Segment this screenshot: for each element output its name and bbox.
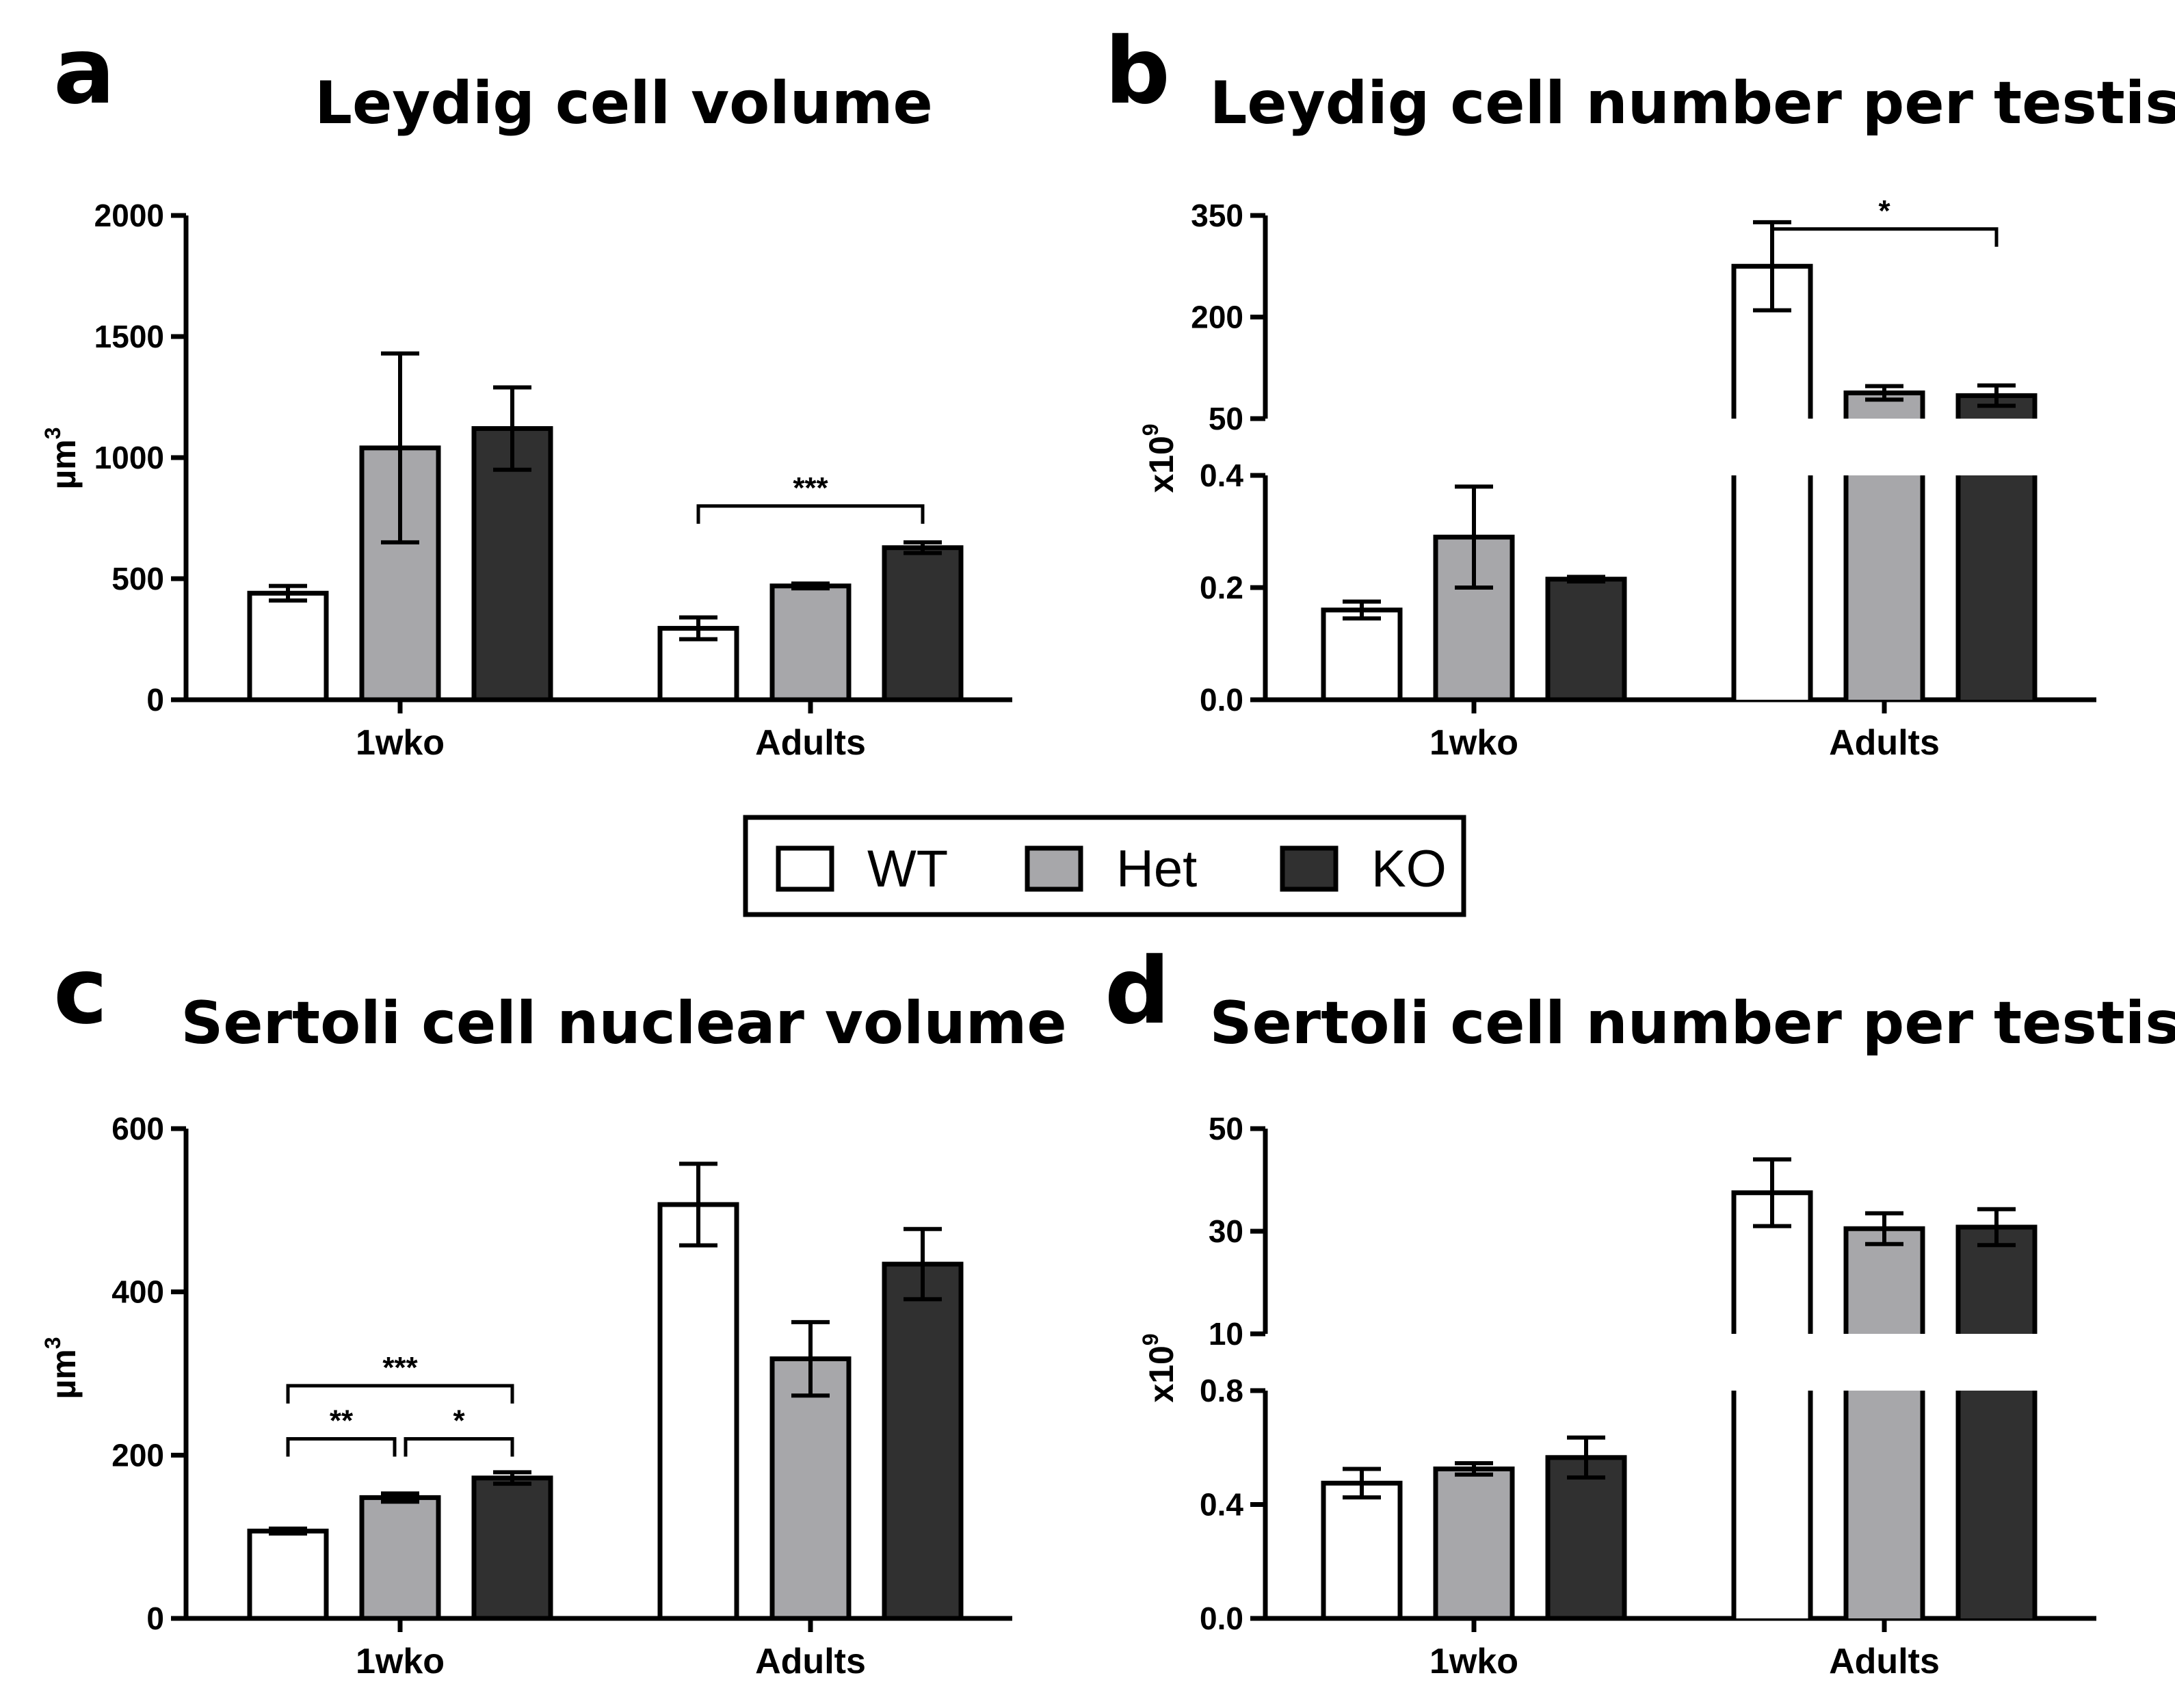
y-axis-label-superscript: 3 xyxy=(40,1337,65,1349)
y-axis-label: x109 xyxy=(1138,423,1181,492)
significance-bracket xyxy=(286,1436,397,1457)
y-axis-label-superscript: 9 xyxy=(1138,1333,1163,1345)
y-tick-label: 0.0 xyxy=(1200,682,1243,718)
chart-title: Sertoli cell number per testis xyxy=(1210,989,2175,1057)
bar-ko-1wko xyxy=(1545,1455,1627,1621)
chart-title: Leydig cell number per testis xyxy=(1210,69,2175,137)
x-tick-label: Adults xyxy=(755,1642,866,1681)
y-tick-label: 50 xyxy=(1209,401,1243,436)
bar-wt-adults xyxy=(657,1202,739,1621)
y-tick-label: 30 xyxy=(1209,1213,1243,1249)
significance-label: *** xyxy=(382,1351,418,1384)
significance-bracket xyxy=(696,504,925,524)
bar-het-adults-upper xyxy=(1846,1229,1923,1334)
legend-box xyxy=(743,815,1466,917)
y-axis-label: µm3 xyxy=(40,427,83,489)
y-tick-label: 350 xyxy=(1191,198,1243,233)
significance-label: * xyxy=(453,1404,465,1437)
y-axis-label-text: x10 xyxy=(1142,1345,1181,1402)
panel-letter-c: c xyxy=(53,938,107,1044)
chart-panel-d: Sertoli cell number per testis x109 1wko Ad… xyxy=(1138,989,2175,1681)
y-tick-label: 0.4 xyxy=(1200,458,1243,493)
bar-wt-adults-lower xyxy=(1734,475,1810,700)
y-tick-label: 0.4 xyxy=(1200,1487,1243,1523)
y-tick-label: 0 xyxy=(146,682,164,718)
y-tick-label: 10 xyxy=(1209,1316,1243,1352)
chart-panel-a: Leydig cell volume µm3 1wko Adults 0 500 1000 1… xyxy=(40,69,1012,763)
bar-ko-adults-lower xyxy=(1958,475,2035,700)
significance-bracket xyxy=(286,1384,514,1404)
y-tick-label: 200 xyxy=(1191,300,1243,335)
y-tick-label: 0.8 xyxy=(1200,1373,1243,1408)
bar-het-adults-lower xyxy=(1846,1391,1923,1618)
y-tick-label: 0.2 xyxy=(1200,570,1243,605)
y-axis-label: µm3 xyxy=(40,1337,83,1399)
legend-label-wt: WT xyxy=(867,840,948,898)
x-tick-label: Adults xyxy=(1829,1642,1940,1681)
bar-ko-adults xyxy=(882,545,964,702)
legend-swatch-het xyxy=(1025,845,1083,892)
significance-label: * xyxy=(1878,194,1890,228)
bar-het-1wko xyxy=(359,1495,441,1621)
x-tick-label: Adults xyxy=(755,723,866,763)
x-tick-label: Adults xyxy=(1829,723,1940,763)
x-tick-label: 1wko xyxy=(1429,723,1518,763)
bar-wt-adults-lower xyxy=(1734,1391,1810,1618)
y-tick-label: 1500 xyxy=(94,319,164,354)
x-tick-label: 1wko xyxy=(356,723,445,763)
x-tick-label: 1wko xyxy=(1429,1642,1518,1681)
legend-swatch-wt xyxy=(776,845,834,892)
bar-wt-1wko xyxy=(1321,1480,1403,1621)
y-tick-label: 1000 xyxy=(94,440,164,475)
bar-het-adults-lower xyxy=(1846,475,1923,700)
significance-label: *** xyxy=(793,471,828,505)
chart-title: Leydig cell volume xyxy=(315,69,933,137)
legend-label-het: Het xyxy=(1116,840,1197,898)
bar-ko-1wko xyxy=(471,1475,553,1621)
y-tick-label: 200 xyxy=(111,1437,164,1473)
bar-het-1wko xyxy=(1433,1466,1515,1621)
bar-wt-1wko xyxy=(247,590,329,702)
legend-swatch-ko xyxy=(1280,845,1339,892)
panel-letter-d: d xyxy=(1105,938,1170,1044)
y-tick-label: 0.0 xyxy=(1200,1601,1243,1636)
significance-bracket xyxy=(404,1436,514,1457)
chart-panel-b: Leydig cell number per testis x109 1wko Adu… xyxy=(1138,69,2175,763)
y-axis-label-text: x10 xyxy=(1142,436,1181,492)
legend: WT Het KO xyxy=(743,815,1466,917)
significance-label: ** xyxy=(330,1404,354,1437)
y-axis-label-text: µm xyxy=(44,1349,83,1399)
y-tick-label: 2000 xyxy=(94,198,164,233)
y-tick-label: 50 xyxy=(1209,1111,1243,1146)
y-axis-label-superscript: 9 xyxy=(1138,423,1163,436)
bar-ko-adults xyxy=(882,1261,964,1621)
y-tick-label: 400 xyxy=(111,1274,164,1310)
bar-het-1wko xyxy=(1433,534,1515,702)
y-tick-label: 600 xyxy=(111,1111,164,1146)
panel-letter-b: b xyxy=(1105,18,1170,124)
y-axis-label-text: µm xyxy=(44,439,83,489)
chart-title: Sertoli cell nuclear volume xyxy=(181,989,1066,1057)
bar-ko-adults-lower xyxy=(1958,1391,2035,1618)
bar-wt-1wko xyxy=(1321,607,1403,702)
bar-het-adults xyxy=(769,583,852,702)
y-tick-label: 500 xyxy=(111,561,164,596)
panel-letter-a: a xyxy=(53,18,115,124)
x-tick-label: 1wko xyxy=(356,1642,445,1681)
significance-bracket xyxy=(1770,227,1999,247)
legend-label-ko: KO xyxy=(1371,840,1447,898)
y-axis-label: x109 xyxy=(1138,1333,1181,1402)
bar-het-adults xyxy=(769,1356,852,1621)
bar-wt-1wko xyxy=(247,1528,329,1621)
y-tick-label: 0 xyxy=(146,1601,164,1636)
bar-ko-1wko xyxy=(1545,577,1627,702)
y-axis-label-superscript: 3 xyxy=(40,427,65,439)
chart-panel-c: Sertoli cell nuclear volume µm3 1wko Adults… xyxy=(40,989,1067,1681)
